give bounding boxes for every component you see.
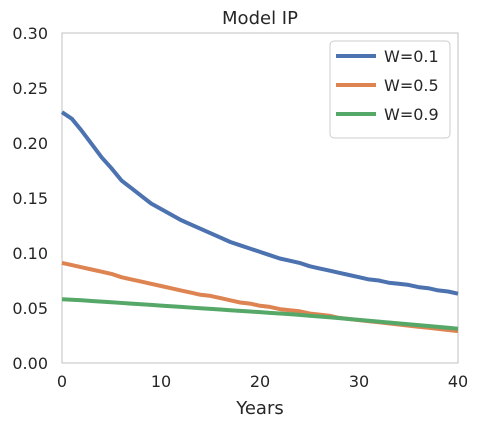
chart-title: Model IP [222, 8, 298, 29]
y-tick-label: 0.00 [12, 354, 48, 373]
legend-label: W=0.9 [384, 105, 439, 124]
y-tick-label: 0.25 [12, 79, 48, 98]
y-tick-label: 0.10 [12, 244, 48, 263]
y-tick-label: 0.15 [12, 189, 48, 208]
legend-label: W=0.5 [384, 76, 439, 95]
series-line-0 [60, 110, 459, 296]
y-tick-label: 0.20 [12, 134, 48, 153]
y-tick-label: 0.05 [12, 299, 48, 318]
x-tick-label: 40 [448, 372, 468, 391]
legend-label: W=0.1 [384, 47, 439, 66]
x-tick-label: 20 [250, 372, 270, 391]
x-axis-title: Years [235, 398, 284, 419]
plot-area: 0 10 20 30 40 0.00 0.05 0.10 0.15 0.20 0.25 0.30 W=0… [12, 24, 468, 391]
series-line-2 [61, 297, 459, 331]
x-tick-label: 0 [57, 372, 67, 391]
y-tick-label: 0.30 [12, 24, 48, 43]
series-line-1 [61, 260, 459, 334]
x-tick-label: 30 [349, 372, 369, 391]
plot-frame [61, 32, 459, 364]
x-tick-label: 10 [151, 372, 171, 391]
